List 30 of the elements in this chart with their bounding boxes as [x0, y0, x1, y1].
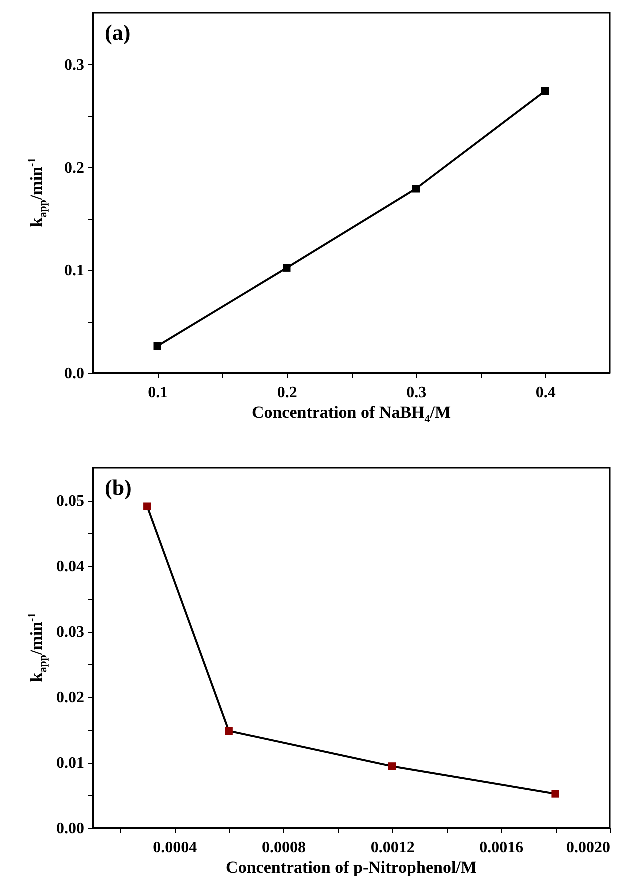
y-tick-label: 0.3	[64, 56, 84, 74]
x-tick-label: 0.0008	[262, 840, 306, 856]
y-tick-label: 0.0	[64, 366, 84, 382]
y-tick-label: 0.1	[64, 262, 84, 280]
point	[283, 264, 291, 272]
point	[225, 727, 233, 735]
point	[154, 342, 162, 350]
x-tick-label: 0.4	[536, 384, 556, 402]
y-tick-label: 0.01	[56, 755, 84, 772]
y-tick-label: 0.03	[56, 624, 84, 642]
x-tick-label: 0.0016	[480, 840, 524, 856]
point	[388, 762, 396, 770]
annotation: (b)	[105, 475, 132, 500]
point	[542, 87, 550, 96]
y-tick-label: 0.05	[56, 493, 84, 510]
x-axis-title: Concentration of NaBH$_{4}$/M	[250, 403, 452, 426]
y-tick-label: 0.02	[56, 690, 84, 707]
x-tick-label: 0.3	[406, 384, 427, 402]
x-tick-label: 0.2	[277, 384, 298, 402]
annotation: (a)	[105, 20, 131, 45]
x-tick-label: 0.0012	[370, 840, 415, 856]
y-tick-label: 0.04	[56, 558, 84, 576]
point	[144, 502, 152, 510]
point	[552, 790, 560, 798]
point	[412, 185, 420, 193]
x-tick-label: 0.0004	[153, 840, 198, 856]
x-tick-label: 0.1	[148, 384, 168, 402]
y-tick-label: 0.2	[64, 160, 84, 177]
y-tick-label: 0.00	[56, 820, 84, 838]
x-tick-label: 0.0020	[566, 840, 610, 856]
